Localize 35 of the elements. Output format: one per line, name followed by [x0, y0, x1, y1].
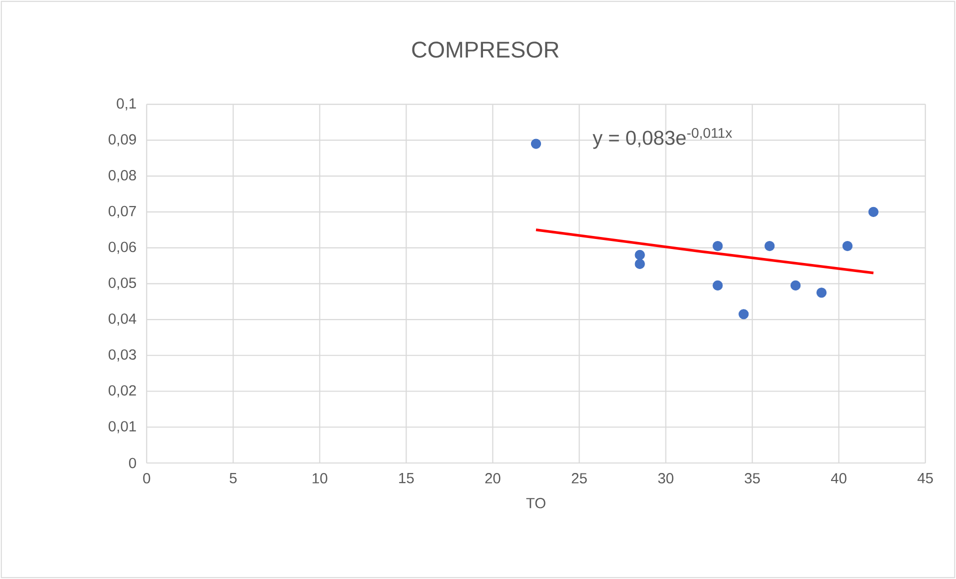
x-tick-label: 0 — [143, 473, 150, 484]
x-tick-label: 25 — [572, 473, 587, 484]
chart-title: COMPRESOR — [412, 42, 559, 58]
y-tick-label: 0,1 — [116, 98, 136, 110]
y-tick-label: 0,03 — [108, 349, 136, 362]
y-tick-label: 0,05 — [108, 278, 136, 290]
point — [634, 258, 645, 270]
y-tick-label: 0,04 — [108, 313, 136, 326]
x-tick-label: 10 — [312, 473, 328, 484]
x-tick-label: 20 — [485, 473, 500, 484]
x-tick-label: 45 — [918, 473, 933, 484]
point — [634, 250, 645, 260]
point — [816, 288, 827, 298]
y-tick-label: 0,06 — [108, 242, 136, 254]
y-tick-label: 0,01 — [108, 421, 136, 434]
annotation: y = 0,083e$^{-0,011x}$ — [592, 128, 732, 149]
point — [530, 138, 542, 149]
y-tick-label: 0,07 — [108, 206, 136, 218]
point — [738, 309, 749, 320]
y-tick-label: 0 — [129, 458, 136, 468]
point — [764, 240, 775, 252]
y-tick-label: 0,08 — [108, 170, 136, 182]
point — [712, 240, 723, 252]
x-tick-label: 35 — [744, 473, 760, 484]
y-tick-label: 0,02 — [108, 385, 136, 398]
x-tick-label: 30 — [658, 473, 674, 484]
point — [790, 280, 801, 291]
x-tick-label: 40 — [831, 473, 846, 484]
point — [868, 206, 878, 217]
point — [842, 240, 853, 252]
y-tick-label: 0,09 — [108, 134, 136, 146]
x-tick-label: 5 — [230, 473, 237, 484]
x-axis-title: TO — [526, 498, 546, 508]
x-tick-label: 15 — [399, 473, 414, 484]
point — [712, 280, 723, 291]
